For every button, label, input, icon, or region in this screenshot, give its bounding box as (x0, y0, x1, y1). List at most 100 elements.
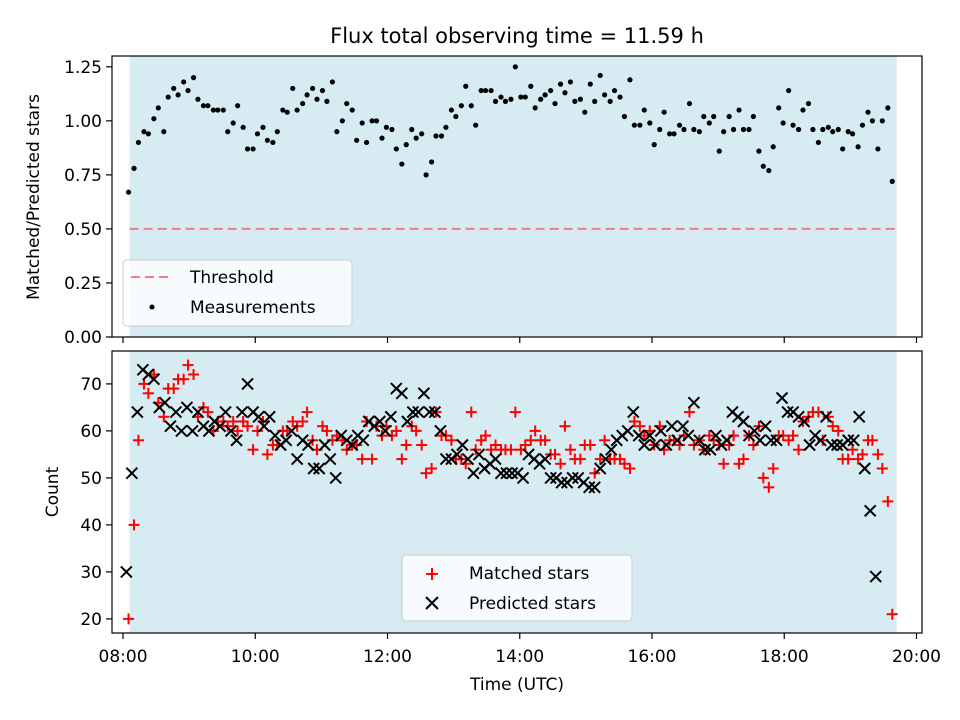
measurement-point (453, 113, 459, 120)
bottom-y-axis: 20 30 40 50 60 70 (80, 375, 112, 630)
matched-star-point (321, 425, 333, 437)
matched-star-point (638, 430, 650, 442)
predicted-star-point (538, 452, 552, 466)
matched-star-point (618, 458, 630, 470)
matched-star-point (480, 430, 492, 442)
measurement-point (641, 107, 647, 113)
matched-star-point (559, 420, 571, 432)
matched-star-point (882, 495, 894, 507)
matched-star-point (142, 387, 154, 399)
matched-star-point (886, 608, 898, 620)
matched-star-point (123, 613, 135, 625)
predicted-star-point (191, 405, 205, 419)
measurement-point (379, 135, 385, 141)
matched-star-point (718, 458, 730, 470)
measurement-point (875, 146, 881, 152)
bottom-x-tick-label: 20:00 (892, 647, 941, 667)
measurement-point (125, 189, 132, 195)
measurement-point (696, 129, 702, 135)
bottom-y-tick-label: 30 (80, 563, 102, 583)
measurement-point (409, 126, 415, 133)
predicted-star-point (401, 415, 414, 428)
matched-star-point (539, 434, 551, 446)
predicted-star-point (164, 419, 177, 433)
measurement-point (567, 79, 574, 85)
measurement-point (592, 98, 598, 104)
matched-star-point (763, 481, 775, 493)
measurement-point (631, 122, 637, 128)
matched-star-point (564, 444, 576, 456)
matched-star-point (261, 448, 273, 460)
measurement-point (825, 124, 831, 130)
matched-star-point (832, 425, 844, 437)
matched-star-point (297, 416, 309, 427)
predicted-star-point (720, 434, 734, 447)
predicted-star-point (505, 466, 519, 480)
measurement-point (691, 126, 697, 133)
matched-star-point (178, 373, 190, 385)
measurement-point (766, 167, 772, 174)
predicted-star-point (544, 471, 557, 485)
measurement-point (810, 126, 816, 133)
measurement-point (354, 137, 360, 143)
bottom-x-tick-label: 14:00 (495, 647, 544, 667)
measurement-point (637, 122, 643, 128)
predicted-star-point (219, 405, 232, 419)
measurement-point (389, 126, 395, 133)
matched-star-point (182, 359, 194, 371)
top-y-tick-label: 0.00 (64, 328, 102, 348)
measurement-point (800, 107, 806, 113)
predicted-star-point (599, 452, 612, 466)
matched-star-point (827, 420, 839, 432)
measurement-point (235, 103, 241, 109)
matched-star-point (396, 453, 408, 465)
matched-star-point (872, 448, 884, 460)
matched-star-point (390, 425, 402, 437)
measurement-point (195, 96, 201, 102)
predicted-star-point (841, 434, 855, 447)
predicted-star-point (423, 405, 436, 419)
top-legend: Threshold Measurements (122, 259, 353, 327)
predicted-star-point (627, 405, 640, 419)
top-y-tick-label: 0.25 (64, 274, 102, 294)
predicted-star-point (582, 481, 596, 494)
measurement-point (413, 135, 419, 141)
measurement-point (250, 146, 256, 152)
predicted-star-point (241, 377, 254, 391)
top-legend-box (122, 259, 353, 327)
predicted-star-point (555, 476, 568, 489)
predicted-star-point (671, 434, 684, 447)
matched-star-point (232, 425, 244, 437)
measurement-point (161, 129, 167, 135)
predicted-star-point (329, 471, 342, 485)
predicted-star-point (323, 452, 337, 466)
bottom-y-tick-label: 40 (80, 516, 102, 536)
matched-star-point (787, 430, 799, 442)
measurement-point (711, 113, 717, 120)
matched-star-point (202, 406, 214, 418)
measurement-point (145, 131, 151, 137)
top-x-axis (122, 337, 918, 343)
measurement-point (359, 120, 365, 126)
matched-star-point (168, 383, 180, 395)
predicted-star-point (252, 410, 265, 424)
legend-predicted-swatch (425, 596, 439, 610)
predicted-star-point (346, 438, 359, 452)
matched-star-point (490, 439, 502, 451)
matched-star-point (728, 430, 740, 442)
measurement-point (671, 131, 677, 137)
matched-star-point (426, 463, 438, 474)
legend-matched-label: Matched stars (469, 564, 589, 584)
legend-threshold-label: Threshold (189, 268, 274, 288)
matched-star-point (634, 420, 646, 432)
predicted-star-point (384, 410, 398, 424)
measurement-point (264, 137, 270, 143)
measurement-point (280, 107, 286, 113)
measurement-point (611, 87, 618, 94)
predicted-star-point (588, 481, 601, 494)
measurement-point (577, 96, 583, 102)
measurement-point (548, 87, 554, 94)
predicted-star-point (395, 387, 409, 400)
measurement-point (686, 100, 693, 107)
measurement-point (617, 94, 623, 100)
